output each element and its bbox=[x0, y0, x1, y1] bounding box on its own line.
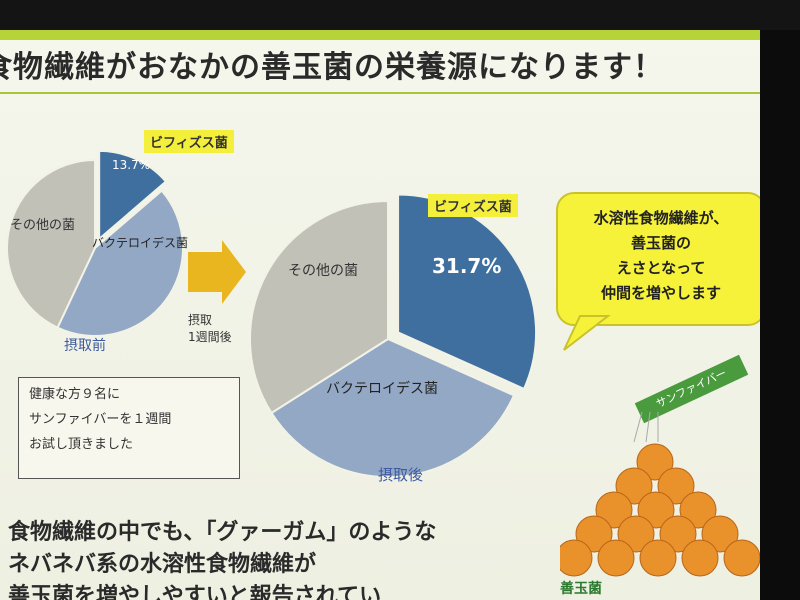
bacteria-ball-icon bbox=[701, 515, 739, 553]
bacteria-ball-icon bbox=[723, 539, 760, 577]
bacteria-ball-icon bbox=[595, 491, 633, 529]
arrow-right-icon bbox=[188, 240, 246, 304]
arrow-label: 摂取 1週間後 bbox=[188, 312, 232, 346]
slide-title: 食物繊維がおなかの善玉菌の栄養源になります！ bbox=[0, 50, 664, 85]
arrow-label-line1: 摂取 bbox=[188, 313, 213, 327]
bottom-text-line1: 食物繊維の中でも、「グァーガム」のような bbox=[8, 520, 437, 545]
bubble-line2: 善玉菌の bbox=[630, 234, 691, 252]
bacteria-ball-icon bbox=[575, 515, 613, 553]
other-bacteria-label-before: その他の菌 bbox=[10, 218, 76, 233]
bacteria-ball-icon bbox=[617, 515, 655, 553]
note-line1: 健康な方９名に bbox=[29, 387, 121, 402]
bacteria-ball-icon bbox=[560, 539, 593, 577]
bacteria-ball-icon bbox=[679, 491, 717, 529]
pie-chart-after bbox=[249, 193, 538, 478]
other-bacteria-label-after: その他の菌 bbox=[288, 263, 358, 279]
percent-label-after: 31.7% bbox=[432, 254, 502, 278]
bottom-text-line2: ネバネバ系の水溶性食物繊維が bbox=[8, 552, 317, 577]
arrow-label-line2: 1週間後 bbox=[188, 330, 232, 344]
good-bacteria-footer: 善玉菌 bbox=[560, 581, 602, 597]
bacteria-ball-icon bbox=[639, 539, 677, 577]
bacteroides-label-before: バクテロイデス菌 bbox=[92, 236, 189, 250]
title-accent-bar bbox=[0, 30, 760, 40]
bacteria-ball-icon bbox=[657, 467, 695, 505]
bacteria-ball-icon bbox=[637, 491, 675, 529]
percent-label-before: 13.7% bbox=[112, 158, 151, 172]
title-underline bbox=[0, 92, 760, 94]
pie-slice-1 bbox=[270, 337, 516, 478]
bubble-line3: えさとなって bbox=[616, 259, 706, 277]
pie-slice-2 bbox=[249, 199, 389, 415]
pie-slice-2 bbox=[6, 158, 96, 329]
bacteria-ball-icon bbox=[597, 539, 635, 577]
bubble-line1: 水溶性食物繊維が、 bbox=[593, 209, 729, 227]
bifidus-tag-before: ビフィズス菌 bbox=[144, 130, 234, 153]
pie-slice-0 bbox=[98, 149, 168, 242]
presentation-slide: 食物繊維がおなかの善玉菌の栄養源になります！ ビフィズス菌 13.7% その他の… bbox=[0, 30, 760, 600]
bacteroides-label-after: バクテロイデス菌 bbox=[326, 381, 438, 397]
note-line2: サンファイバーを１週間 bbox=[29, 412, 172, 427]
bacteria-ball-icon bbox=[681, 539, 719, 577]
trial-note-box: 健康な方９名に サンファイバーを１週間 お試し頂きました bbox=[18, 377, 240, 479]
pie-chart-before bbox=[6, 149, 184, 337]
bottom-text-line3: 善玉菌を増やしやすいと報告されてい bbox=[8, 584, 382, 600]
caption-before: 摂取前 bbox=[64, 338, 106, 354]
bacteria-ball-icon bbox=[615, 467, 653, 505]
projector-top-band bbox=[0, 0, 800, 30]
caption-after: 摂取後 bbox=[378, 466, 424, 484]
pie-slice-1 bbox=[56, 189, 184, 337]
bacteria-ball-icon bbox=[636, 443, 674, 481]
pie-charts bbox=[6, 149, 538, 478]
note-line3: お試し頂きました bbox=[29, 437, 134, 452]
bubble-tail-icon bbox=[563, 315, 611, 351]
bacteria-ball-icon bbox=[659, 515, 697, 553]
bifidus-tag-after: ビフィズス菌 bbox=[428, 194, 518, 217]
good-bacteria-illustration bbox=[560, 411, 760, 577]
speech-bubble: 水溶性食物繊維が、 善玉菌の えさとなって 仲間を増やします bbox=[556, 192, 760, 326]
bubble-line4: 仲間を増やします bbox=[600, 284, 721, 302]
